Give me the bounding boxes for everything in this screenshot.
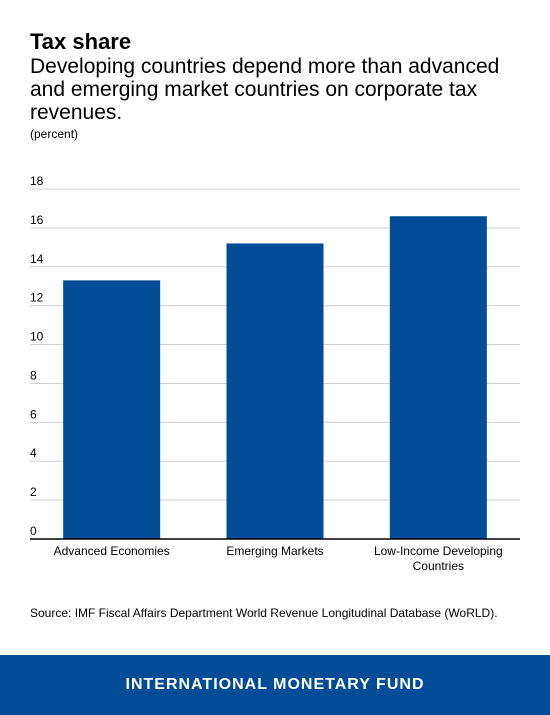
y-tick-label: 10 <box>30 330 44 344</box>
chart-subtitle: Developing countries depend more than ad… <box>30 55 500 124</box>
y-tick-label: 2 <box>30 485 37 499</box>
y-tick-label: 8 <box>30 368 37 382</box>
bar <box>63 280 161 539</box>
bar <box>226 243 324 539</box>
y-tick-label: 16 <box>30 213 44 227</box>
footer-banner: INTERNATIONAL MONETARY FUND <box>0 655 550 715</box>
source-note: Source: IMF Fiscal Affairs Department Wo… <box>30 606 498 620</box>
x-category-label: Advanced Economies <box>54 544 170 558</box>
bar <box>389 216 487 539</box>
y-tick-label: 12 <box>30 291 44 305</box>
footer-org-name: INTERNATIONAL MONETARY FUND <box>125 676 425 693</box>
x-category-label: Low-Income Developing <box>374 544 503 558</box>
y-tick-label: 14 <box>30 252 44 266</box>
y-tick-label: 4 <box>30 446 37 460</box>
x-category-label: Emerging Markets <box>226 544 323 558</box>
unit-label: (percent) <box>30 127 79 141</box>
bar-chart: 0 2 4 6 8 10 12 14 16 18 Advanced Economies Emergin… <box>30 174 520 573</box>
y-tick-label: 18 <box>30 174 44 188</box>
x-category-label: Countries <box>413 559 464 573</box>
y-tick-label: 6 <box>30 407 37 421</box>
chart-title: Tax share <box>30 29 132 54</box>
y-tick-label: 0 <box>30 524 37 538</box>
